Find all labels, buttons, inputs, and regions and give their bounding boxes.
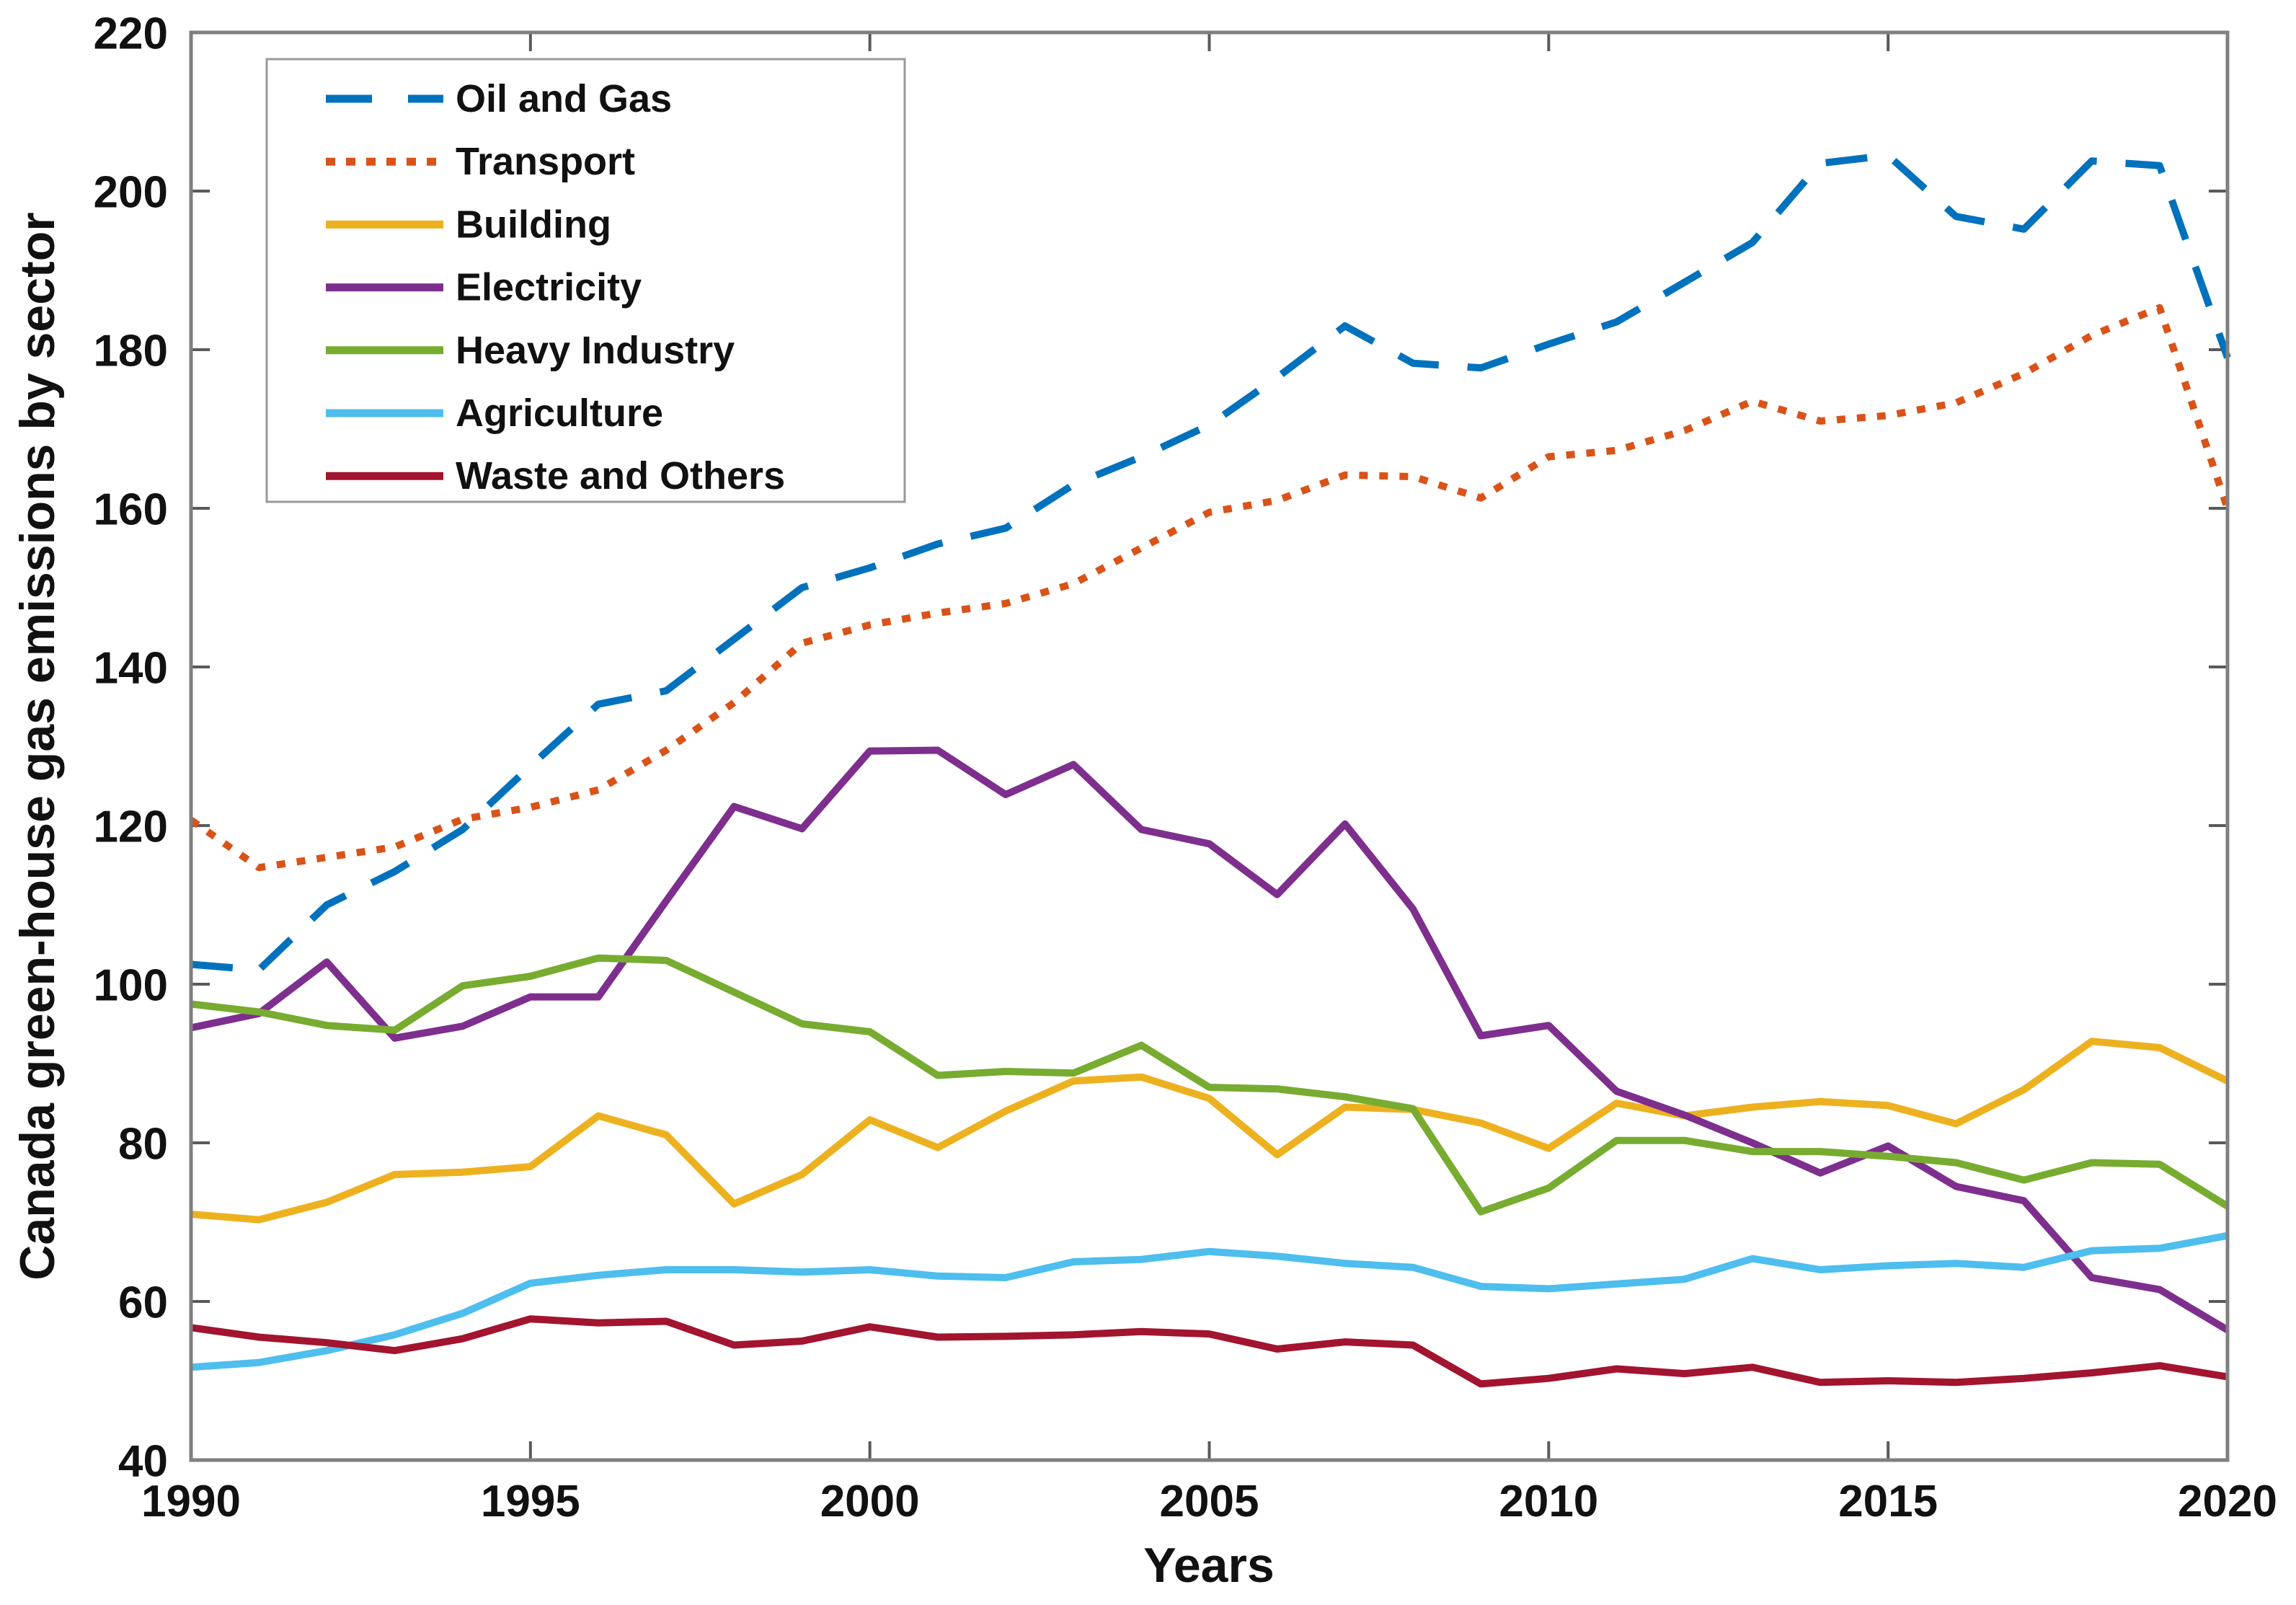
y-tick-label-60: 60 <box>118 1278 168 1327</box>
legend-item-agriculture: Agriculture <box>326 392 663 435</box>
legend-label: Oil and Gas <box>456 77 672 120</box>
plot-frame <box>189 30 2230 1462</box>
legend-label: Waste and Others <box>456 454 785 498</box>
legend-label: Agriculture <box>456 392 663 435</box>
series-line-transport <box>189 304 2231 872</box>
x-tick-label-1995: 1995 <box>481 1477 580 1526</box>
legend-item-oil-and-gas: Oil and Gas <box>326 77 672 120</box>
legend-label: Heavy Industry <box>456 329 735 372</box>
x-tick-label-2020: 2020 <box>2178 1477 2277 1526</box>
legend-item-electricity: Electricity <box>326 266 642 309</box>
y-tick-label-120: 120 <box>94 802 168 852</box>
y-tick-label-200: 200 <box>94 167 168 217</box>
y-tick-label-220: 220 <box>94 9 168 58</box>
y-axis-title: Canada green-house gas emissions by sect… <box>10 212 65 1280</box>
y-tick-label-40: 40 <box>118 1436 168 1486</box>
x-tick-label-1990: 1990 <box>141 1477 241 1526</box>
chart-series <box>189 151 2231 1388</box>
series-line-agriculture <box>190 1232 2228 1371</box>
axis-tick-labels: 1990 1995 2000 2005 2010 2015 2020 40 60 80 100 120… <box>94 9 2277 1526</box>
legend-label: Transport <box>456 140 635 183</box>
legend-label: Electricity <box>456 266 642 309</box>
series-line-electricity <box>190 746 2230 1333</box>
y-tick-label-80: 80 <box>118 1119 168 1169</box>
y-tick-label-180: 180 <box>94 326 168 376</box>
y-tick-label-140: 140 <box>94 643 168 693</box>
legend-box <box>265 58 906 503</box>
legend-item-transport: Transport <box>326 140 635 183</box>
legend-item-heavy-industry: Heavy Industry <box>326 329 735 372</box>
legend-item-waste-and-others: Waste and Others <box>326 454 785 498</box>
x-tick-label-2010: 2010 <box>1499 1477 1598 1526</box>
x-tick-label-2005: 2005 <box>1160 1477 1259 1526</box>
x-tick-label-2015: 2015 <box>1838 1477 1938 1526</box>
legend-label: Building <box>456 203 611 246</box>
series-line-heavy-industry <box>190 954 2230 1216</box>
x-axis-title: Years <box>1143 1538 1275 1593</box>
legend-item-building: Building <box>326 203 611 246</box>
y-tick-label-160: 160 <box>94 485 168 534</box>
y-tick-label-100: 100 <box>94 960 168 1010</box>
x-tick-label-2000: 2000 <box>820 1477 920 1526</box>
legend: Oil and Gas Transport Building Electricity H… <box>265 58 906 503</box>
series-line-building <box>190 1038 2230 1224</box>
series-line-waste-and-others <box>190 1315 2228 1388</box>
